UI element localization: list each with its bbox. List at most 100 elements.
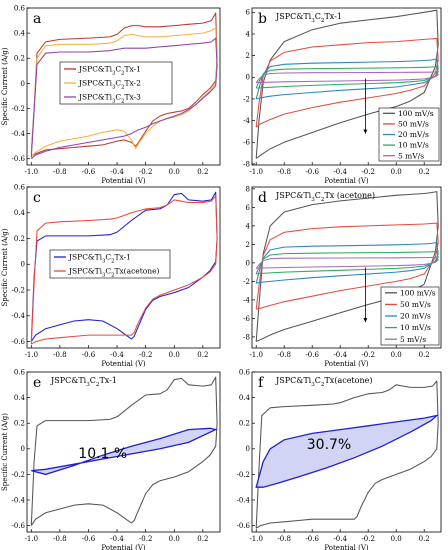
y-tick-label: 0.4 (14, 394, 26, 402)
series-line-JSPC&Ti₃C₂Tx(acetone) (30, 195, 218, 345)
y-tick-label: 0.6 (239, 368, 251, 376)
panel-c: -1.0 -0.8 -0.6 -0.4 -0.2 0.0 0.2 -0.6 -0.4 -0.2 0 0… (1, 183, 221, 368)
x-tick-label: 0.2 (197, 351, 208, 359)
series-line-10-mV/s (255, 65, 439, 89)
legend-label: 50 mV/s (400, 300, 431, 309)
plot-frame (26, 371, 221, 533)
x-tick-label: 0.2 (419, 351, 430, 359)
panel-letter: d (258, 190, 267, 206)
legend-label: 10 mV/s (398, 141, 429, 150)
y-tick-label: -0.2 (237, 471, 251, 479)
legend-label: 10 mV/s (400, 323, 431, 332)
panel-title: JSPC&Ti3C2Tx (acetone) (275, 191, 375, 203)
y-tick-label: -0.2 (12, 471, 26, 479)
series-area-capacitive (31, 427, 218, 476)
x-axis-label: Potential (V) (101, 544, 146, 550)
x-tick-label: 0.0 (391, 351, 402, 359)
y-tick-label: 0.2 (14, 235, 25, 243)
y-tick-label: 6 (246, 9, 251, 17)
series-line-20-mV/s (255, 58, 439, 100)
x-tick-label: 0.2 (197, 535, 208, 543)
x-tick-label: -0.8 (277, 168, 291, 176)
y-tick-label: 0.6 (14, 368, 26, 376)
x-tick-label: -0.2 (139, 351, 153, 359)
y-tick-label: -0.4 (12, 312, 26, 320)
series-line-100-mV/s (255, 191, 439, 342)
x-axis-label: Potential (V) (101, 177, 146, 185)
arrow-head (363, 318, 368, 323)
series-line-50-mV/s (255, 37, 439, 128)
x-tick-label: -0.2 (361, 351, 375, 359)
y-tick-label: -0.4 (12, 496, 26, 504)
y-tick-label: -0.2 (12, 286, 26, 294)
plot-frame (26, 186, 221, 349)
panel-e: -1.0 -0.8 -0.6 -0.4 -0.2 0.0 0.2 -0.6 -0.4 -0.2 0 0… (1, 368, 221, 550)
y-tick-label: 0.6 (14, 4, 26, 12)
legend-label: JSPC&Ti3C2Tx-1 (78, 65, 141, 77)
y-tick-label: 0 (21, 261, 25, 269)
y-tick-label: -6 (243, 139, 250, 147)
x-tick-label: -1.0 (25, 535, 39, 543)
y-axis-label: Specific Current (A/g) (1, 47, 9, 125)
y-tick-label: -0.4 (12, 130, 26, 138)
legend-label: 20 mV/s (400, 312, 431, 321)
x-tick-label: -0.8 (53, 535, 67, 543)
x-tick-label: -0.8 (277, 351, 291, 359)
y-tick-label: -0.6 (12, 338, 26, 346)
y-tick-label: 0 (246, 74, 250, 82)
x-tick-label: -1.0 (249, 351, 263, 359)
panel-b: -1.0 -0.8 -0.6 -0.4 -0.2 0.0 0.2 -8 -6 -4 -2 0 2 4 6 Po… (243, 7, 442, 185)
x-tick-label: -0.6 (305, 535, 319, 543)
series-line-5-mV/s (255, 71, 439, 84)
legend-frame (49, 249, 171, 279)
series-line-20-mV/s (255, 241, 439, 284)
x-tick-label: -0.4 (333, 535, 347, 543)
y-tick-label: 0 (21, 80, 25, 88)
legend-label: JSPC&Ti3C2Tx-2 (78, 79, 141, 91)
y-tick-label: 0.4 (14, 209, 26, 217)
y-tick-label: -0.6 (237, 522, 251, 530)
plot-frame (251, 371, 442, 533)
x-tick-label: -0.6 (82, 168, 96, 176)
y-tick-label: -0.4 (237, 496, 251, 504)
x-tick-label: 0.0 (169, 351, 180, 359)
y-tick-label: -2 (243, 278, 250, 286)
plot-frame (26, 7, 221, 166)
capacitive-percentage: 30.7% (307, 437, 351, 453)
plot-frame (251, 7, 442, 166)
x-tick-label: -1.0 (249, 535, 263, 543)
y-tick-label: 0.2 (14, 55, 25, 63)
y-tick-label: -2 (243, 95, 250, 103)
series-line-100-mV/s (255, 9, 439, 159)
y-tick-label: 2 (246, 241, 250, 249)
series-line-JSPC&Ti₃C₂Tx-1 (30, 12, 218, 157)
series-line-total (30, 376, 218, 526)
x-tick-label: -0.4 (333, 351, 347, 359)
x-tick-label: -0.6 (82, 351, 96, 359)
y-tick-label: -4 (243, 117, 250, 125)
y-tick-label: -0.6 (12, 522, 26, 530)
x-tick-label: -0.6 (305, 168, 319, 176)
x-tick-label: -0.6 (82, 535, 96, 543)
x-tick-label: -0.8 (277, 535, 291, 543)
x-tick-label: 0.0 (391, 168, 402, 176)
panel-title: JSPC&Ti3C2Tx(acetone) (275, 376, 372, 388)
y-tick-label: 0.6 (14, 183, 26, 191)
legend-label: 100 mV/s (398, 109, 434, 118)
series-line-JSPC&Ti₃C₂Tx-3 (30, 37, 218, 160)
x-tick-label: -1.0 (25, 168, 39, 176)
x-tick-label: 0.2 (419, 535, 430, 543)
y-tick-label: -6 (243, 315, 250, 323)
legend-label: 50 mV/s (398, 120, 429, 129)
y-tick-label: -8 (243, 160, 250, 168)
x-tick-label: -1.0 (249, 168, 263, 176)
plot-frame (251, 186, 442, 349)
panel-title: JSPC&Ti3C2Tx-1 (275, 12, 342, 24)
x-tick-label: -0.8 (53, 168, 67, 176)
y-tick-label: 0 (246, 259, 250, 267)
legend-frame (59, 61, 173, 105)
x-tick-label: 0.0 (169, 168, 180, 176)
x-tick-label: -0.4 (333, 168, 347, 176)
y-tick-label: 6 (246, 204, 251, 212)
